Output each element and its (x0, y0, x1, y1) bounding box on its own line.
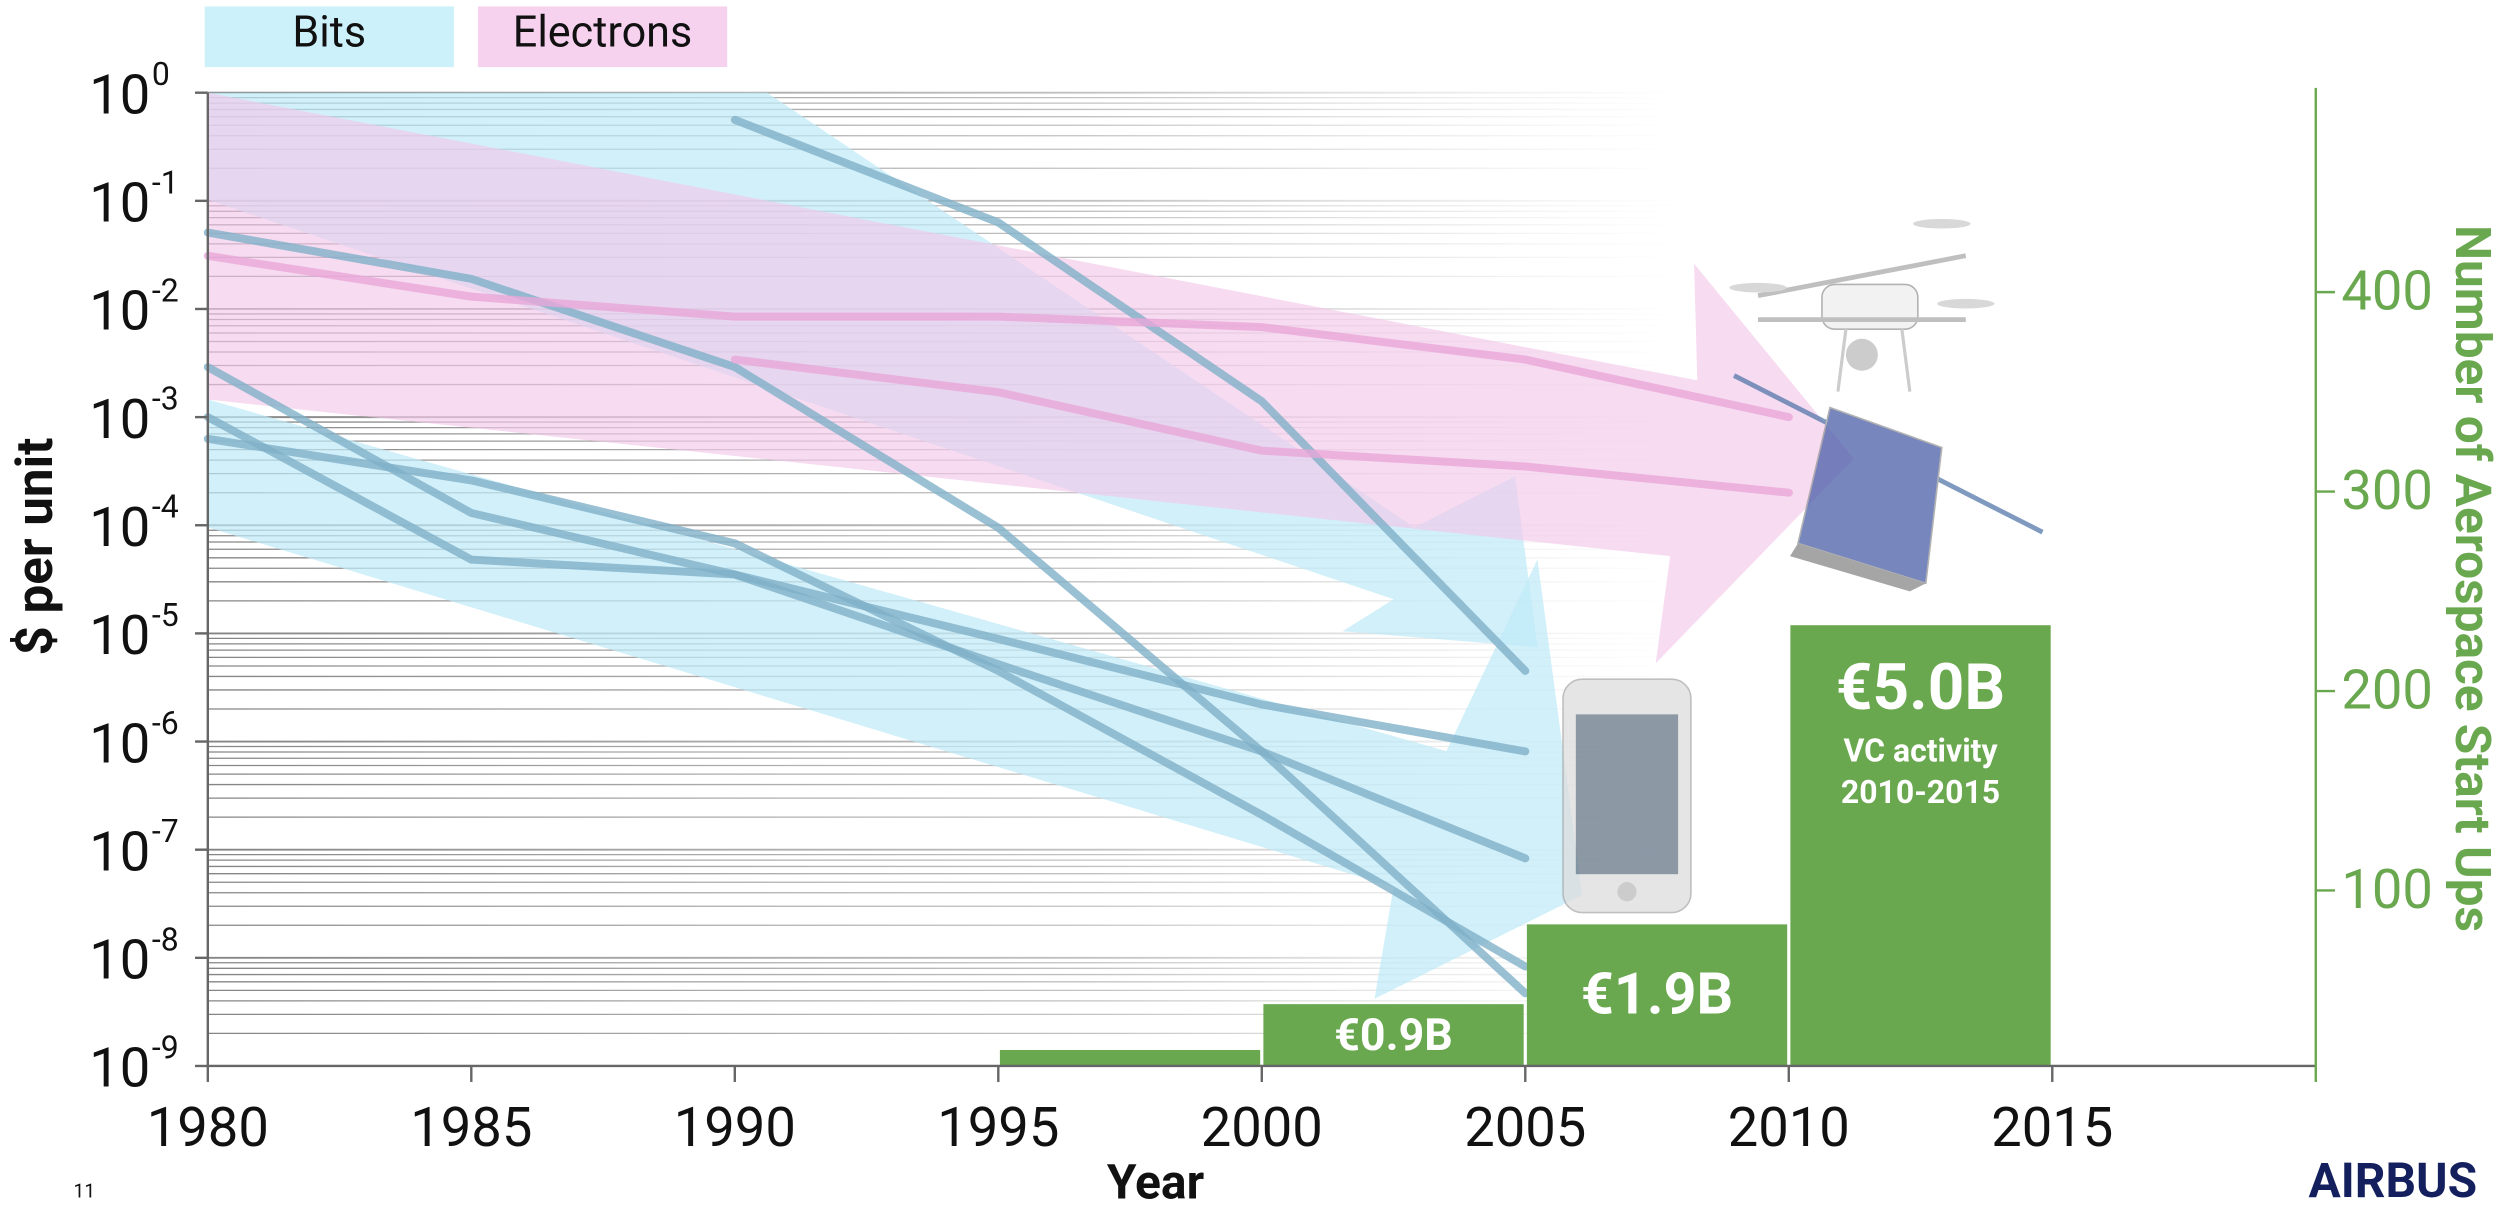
pictures (1562, 218, 2044, 914)
y-tick-label: 10 (89, 821, 150, 884)
legend-swatch (477, 6, 728, 68)
y-tick-exponent: -9 (152, 1028, 179, 1066)
bar (1263, 1004, 1524, 1066)
x-tick-label: 1980 (147, 1097, 269, 1160)
y-tick-label: 10 (89, 173, 150, 236)
x-tick-label: 1985 (410, 1097, 532, 1160)
x-tick-label: 2015 (1991, 1097, 2113, 1160)
legend-label: Electrons (513, 7, 692, 58)
bar-label: €5.0B (1836, 650, 2005, 725)
y-tick-exponent: -4 (152, 488, 179, 526)
line (730, 115, 1530, 675)
bar-layer: €0.9B €1.9B €5.0B VC activity 2010-2015 (999, 625, 2051, 1066)
y-tick-exponent: -7 (152, 812, 179, 850)
bits-arrow (207, 399, 1583, 999)
x-tick-label: 1995 (937, 1097, 1059, 1160)
y-tick-label: 10 (89, 1038, 150, 1101)
y-tick-label: 10 (89, 389, 150, 452)
line-layer (203, 115, 1793, 998)
y-tick-exponent: -8 (152, 920, 179, 958)
bar-note: VC activity (1843, 731, 1998, 769)
y-tick-exponent: 0 (152, 55, 170, 93)
y-tick-label: 10 (89, 605, 150, 668)
y2-tick-label: 200 (2341, 660, 2433, 723)
line (730, 355, 1793, 497)
drone-image (1729, 218, 1995, 392)
legend-swatch (204, 6, 454, 68)
bar-label: €1.9B (1581, 962, 1733, 1029)
logo: AIRBUS (2309, 1153, 2478, 1209)
bar (999, 1050, 1261, 1066)
y-tick-exponent: -6 (152, 704, 179, 742)
y-tick-label: 10 (89, 497, 150, 560)
bar (1526, 924, 1788, 1066)
bar-label: €0.9B (1334, 1008, 1453, 1061)
y-tick-label: 10 (89, 713, 150, 776)
x-axis-title: Year (1107, 1154, 1204, 1209)
bar (1790, 625, 2051, 1066)
arrows (207, 92, 1854, 999)
x-tick-label: 2000 (1201, 1097, 1323, 1160)
line (203, 251, 1793, 422)
line (203, 434, 1530, 971)
line (203, 413, 1530, 863)
y2-tick-label: 100 (2341, 859, 2433, 922)
y-tick-exponent: -2 (152, 271, 179, 309)
y-tick-exponent: -5 (152, 596, 179, 634)
y-tick-exponent: -3 (152, 380, 179, 418)
line (203, 228, 1530, 998)
y-axis-title: $ per unit (6, 438, 65, 656)
legend-label: Bits (292, 7, 366, 58)
y-tick-label: 10 (89, 281, 150, 344)
y2-tick-label: 300 (2341, 460, 2433, 523)
phone-image (1562, 678, 1692, 914)
bar-note: 2010-2015 (1841, 773, 2000, 811)
y-tick-exponent: -1 (152, 163, 179, 201)
y2-tick-label: 400 (2341, 261, 2433, 324)
y2-axis-title: Number of Aerospace Start Ups (2443, 225, 2501, 932)
x-tick-label: 2005 (1464, 1097, 1586, 1160)
page-number: 11 (74, 1179, 96, 1202)
y-tick-label: 10 (89, 930, 150, 993)
electrons-arrow (207, 92, 1854, 664)
x-tick-label: 1990 (674, 1097, 796, 1160)
satellite-image (1732, 373, 2044, 592)
x-tick-label: 2010 (1728, 1097, 1850, 1160)
y-tick-label: 10 (89, 64, 150, 127)
axis-layer: Bits Electrons Year $ per unit Number of… (6, 6, 2501, 1209)
